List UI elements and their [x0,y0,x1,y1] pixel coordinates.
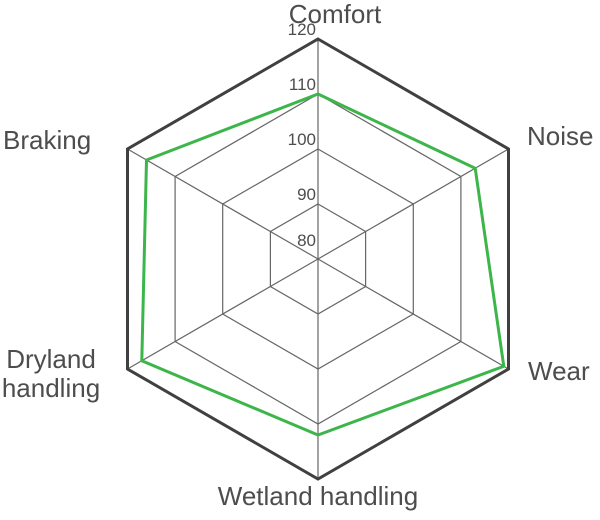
radial-tick-label: 80 [297,231,316,250]
axis-label-dryland-handling: Dryland handling [1,344,101,403]
grid-ring [222,148,414,370]
radial-tick-label: 110 [289,75,316,94]
radial-tick-label: 120 [288,20,316,39]
axis-label-braking: Braking [3,125,92,155]
axis-label-wetland-handling: Wetland handling [217,481,419,511]
axis-label-noise: Noise [527,121,594,151]
axis-label-wear: Wear [528,356,590,386]
radial-tick-label: 90 [297,185,316,204]
grid-ring [269,203,367,315]
axis-label-comfort: Comfort [288,0,382,29]
grid-ring-outer [126,37,510,481]
grid-ring [174,93,462,425]
radial-tick-label: 100 [288,130,316,149]
data-series-line [140,92,506,437]
